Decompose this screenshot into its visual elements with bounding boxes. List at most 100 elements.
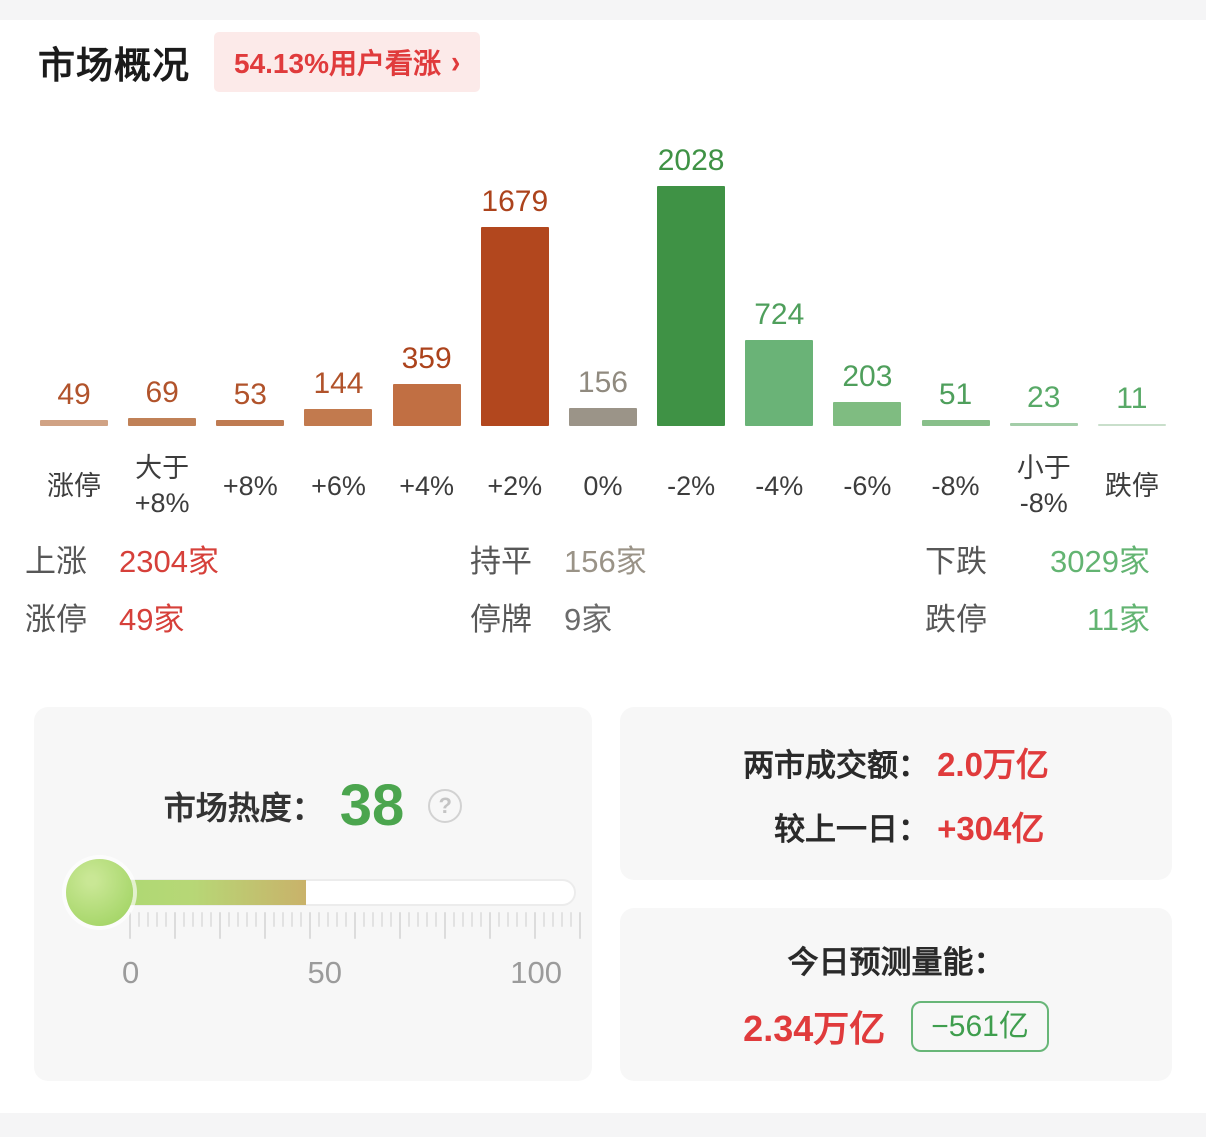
summary-group-up: 上涨 2304家 涨停 49家 <box>25 536 470 637</box>
bar <box>128 418 197 426</box>
chart-column: 1679 +2% <box>471 130 559 524</box>
forecast-row: 2.34万亿 −561亿 <box>743 1000 1049 1052</box>
x-axis-label: 跌停 <box>1104 470 1159 501</box>
suspended-value: 9家 <box>564 602 613 637</box>
thermometer-track <box>99 879 576 906</box>
bar <box>480 227 549 426</box>
bar <box>833 402 902 426</box>
ruler-tick <box>444 912 446 939</box>
ruler-tick <box>543 912 545 927</box>
bar-value-label: 11 <box>1116 382 1148 415</box>
x-axis-label: 0% <box>583 470 623 501</box>
ruler-tick <box>237 912 239 927</box>
bar <box>1097 424 1166 426</box>
market-heat-value: 38 <box>339 773 405 838</box>
x-axis-label: -8% <box>931 470 980 501</box>
bar <box>40 420 108 426</box>
ruler-tick <box>354 912 356 939</box>
chart-column: 144 +6% <box>294 130 382 524</box>
bar-value-label: 49 <box>57 378 91 411</box>
x-axis-label: -2% <box>667 470 716 501</box>
help-question-icon[interactable]: ? <box>428 789 463 823</box>
down-label: 下跌 <box>925 544 987 579</box>
market-summary: 上涨 2304家 涨停 49家 持平 156家 停牌 9家 下跌 3029家 跌… <box>0 536 1206 637</box>
bar <box>1009 423 1078 426</box>
ruler-tick <box>309 912 311 939</box>
ruler-tick <box>561 912 563 927</box>
chart-column: 69 大于 +8% <box>118 130 206 524</box>
ruler-tick <box>417 912 419 927</box>
ruler-tick <box>363 912 365 927</box>
bar-value-label: 359 <box>401 342 452 375</box>
ruler-tick <box>327 912 329 927</box>
ruler-tick <box>345 912 347 927</box>
forecast-card: 今日预测量能： 2.34万亿 −561亿 <box>620 908 1172 1081</box>
ruler-tick <box>147 912 149 927</box>
right-cards-column: 两市成交额： 2.0万亿 较上一日： +304亿 今日预测量能： 2.34万亿 … <box>620 707 1172 1081</box>
ruler-tick <box>165 912 167 927</box>
ruler-tick <box>336 912 338 927</box>
ruler-tick <box>507 912 509 927</box>
ruler-tick <box>183 912 185 927</box>
ruler-tick <box>453 912 455 927</box>
bar-value-label: 1679 <box>481 185 549 218</box>
ruler-tick <box>264 912 266 939</box>
advance-decline-distribution-chart: 49 涨停 69 大于 +8% 53 +8% 144 +6% 359 +4% 1679 +2% 156 0… <box>0 130 1206 524</box>
bar <box>745 340 814 426</box>
chart-column: 49 涨停 <box>30 130 118 524</box>
chart-column: 2028 -2% <box>647 130 735 524</box>
chart-column: 11 跌停 <box>1088 130 1176 524</box>
bar-value-label: 144 <box>313 367 364 400</box>
x-axis-label: -4% <box>755 470 804 501</box>
turnover-card: 两市成交额： 2.0万亿 较上一日： +304亿 <box>620 707 1172 880</box>
chart-column: 51 -8% <box>912 130 1000 524</box>
thermometer-scale: 0 50 100 <box>122 955 562 991</box>
x-axis-label: +2% <box>487 470 543 501</box>
down-value: 3029家 <box>1050 544 1150 579</box>
summary-row-limit-up: 涨停 49家 <box>25 594 470 637</box>
bar-value-label: 23 <box>1027 381 1061 414</box>
limit-down-value: 11家 <box>1086 602 1150 637</box>
ruler-tick <box>255 912 257 927</box>
x-axis-label: 大于 +8% <box>134 453 190 518</box>
ruler-tick <box>192 912 194 927</box>
ruler-tick <box>480 912 482 927</box>
x-axis-label: 涨停 <box>47 470 101 501</box>
ruler-tick <box>291 912 293 927</box>
heat-thermometer <box>66 859 576 926</box>
bar-value-label: 69 <box>145 376 179 409</box>
ruler-tick <box>219 912 221 939</box>
ruler-tick <box>390 912 392 927</box>
bottom-cards: 市场热度： 38 ? 0 50 100 两市成交额： 2.0万亿 较上一日： +… <box>0 707 1206 1081</box>
ruler-tick <box>210 912 212 927</box>
x-axis-label: +6% <box>311 470 366 501</box>
ruler-tick <box>489 912 491 939</box>
ruler-tick <box>498 912 500 927</box>
ruler-tick <box>156 912 158 927</box>
x-axis-label: -6% <box>843 470 892 501</box>
turnover-grid: 两市成交额： 2.0万亿 较上一日： +304亿 <box>743 738 1049 850</box>
up-value: 2304家 <box>119 544 219 579</box>
chart-column: 53 +8% <box>206 130 294 524</box>
ruler-tick <box>462 912 464 927</box>
thermometer-ruler <box>129 912 581 939</box>
summary-row-up: 上涨 2304家 <box>25 536 470 579</box>
ruler-tick <box>174 912 176 939</box>
sentiment-badge[interactable]: 54.13%用户看涨 › <box>214 32 481 92</box>
forecast-delta-badge: −561亿 <box>911 1000 1049 1052</box>
thermometer-bulb-icon <box>66 859 133 926</box>
turnover-change-label: 较上一日： <box>774 811 930 847</box>
chevron-right-icon: › <box>450 43 461 80</box>
ruler-tick <box>570 912 572 927</box>
ruler-tick <box>246 912 248 927</box>
limit-down-label: 跌停 <box>925 602 987 637</box>
chart-column: 23 小于 -8% <box>1000 130 1088 524</box>
ruler-tick <box>381 912 383 927</box>
market-heat-label: 市场热度： <box>163 790 324 826</box>
page-title: 市场概况 <box>38 45 190 86</box>
summary-group-flat: 持平 156家 停牌 9家 <box>470 536 925 637</box>
limit-up-label: 涨停 <box>25 602 87 637</box>
ruler-tick <box>552 912 554 927</box>
scale-max-label: 100 <box>510 955 562 990</box>
ruler-tick <box>273 912 275 927</box>
